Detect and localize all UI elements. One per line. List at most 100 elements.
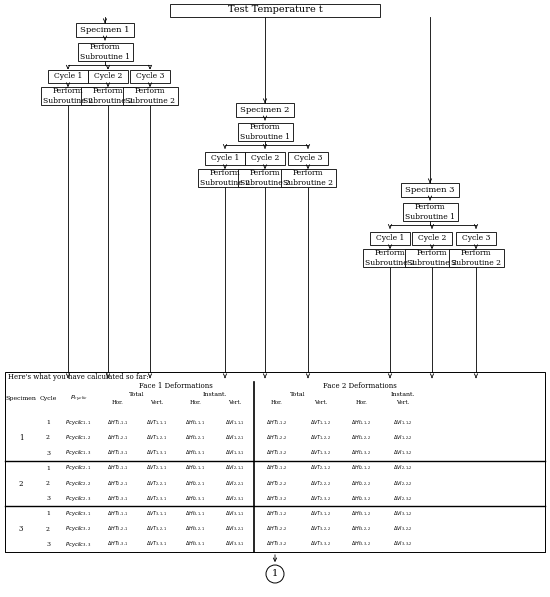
Text: $\Delta HT_{1,1,2}$: $\Delta HT_{1,1,2}$ bbox=[266, 418, 288, 427]
Text: $\Delta HI_{1,1,2}$: $\Delta HI_{1,1,2}$ bbox=[351, 418, 372, 427]
Text: $Pcyclic_{3,3}$: $Pcyclic_{3,3}$ bbox=[65, 540, 92, 549]
Text: Vert.: Vert. bbox=[396, 401, 409, 405]
Bar bbox=[170, 4, 380, 17]
Text: $\Delta VT_{2,1,1}$: $\Delta VT_{2,1,1}$ bbox=[146, 464, 167, 472]
Text: $Pcyclic_{3,1}$: $Pcyclic_{3,1}$ bbox=[65, 510, 91, 518]
Text: $\Delta HI_{1,3,1}$: $\Delta HI_{1,3,1}$ bbox=[185, 449, 206, 457]
Text: $\Delta VT_{1,2,2}$: $\Delta VT_{1,2,2}$ bbox=[310, 434, 331, 442]
Text: $\Delta HI_{2,1,2}$: $\Delta HI_{2,1,2}$ bbox=[351, 464, 372, 472]
Text: Hor.: Hor. bbox=[112, 401, 123, 405]
Text: $\Delta VT_{1,2,1}$: $\Delta VT_{1,2,1}$ bbox=[146, 434, 167, 442]
Text: Face 2 Deformations: Face 2 Deformations bbox=[323, 383, 397, 390]
Text: $\Delta HI_{1,2,1}$: $\Delta HI_{1,2,1}$ bbox=[185, 434, 206, 442]
Text: 1: 1 bbox=[46, 466, 50, 471]
Text: $\Delta HI_{3,3,2}$: $\Delta HI_{3,3,2}$ bbox=[351, 540, 372, 549]
Text: $\Delta HI_{3,2,2}$: $\Delta HI_{3,2,2}$ bbox=[351, 525, 372, 533]
Text: $Pcyclic_{1,3}$: $Pcyclic_{1,3}$ bbox=[65, 449, 92, 457]
Text: 2: 2 bbox=[46, 527, 50, 532]
Text: $\Delta VT_{3,3,1}$: $\Delta VT_{3,3,1}$ bbox=[146, 540, 167, 549]
Text: $\Delta VT_{3,2,1}$: $\Delta VT_{3,2,1}$ bbox=[146, 525, 167, 533]
Text: $\Delta VT_{1,3,1}$: $\Delta VT_{1,3,1}$ bbox=[146, 449, 167, 457]
Bar bbox=[48, 69, 88, 82]
Text: $\Delta HT_{2,1,1}$: $\Delta HT_{2,1,1}$ bbox=[107, 464, 128, 472]
Bar bbox=[448, 249, 503, 267]
Text: Perform
Subroutine 2: Perform Subroutine 2 bbox=[83, 87, 133, 104]
Text: Perform
Subroutine 2: Perform Subroutine 2 bbox=[451, 250, 501, 267]
Text: 1: 1 bbox=[46, 420, 50, 425]
Text: $\Delta VT_{2,2,1}$: $\Delta VT_{2,2,1}$ bbox=[146, 479, 167, 488]
Bar bbox=[362, 249, 417, 267]
Text: 2: 2 bbox=[46, 481, 50, 486]
Text: $\Delta VI_{1,3,2}$: $\Delta VI_{1,3,2}$ bbox=[393, 449, 412, 457]
Bar bbox=[5, 372, 545, 552]
Bar bbox=[88, 69, 128, 82]
Text: $Pcyclic_{2,2}$: $Pcyclic_{2,2}$ bbox=[65, 479, 91, 488]
Text: $\Delta VI_{1,2,2}$: $\Delta VI_{1,2,2}$ bbox=[393, 434, 412, 442]
Text: $\Delta VT_{2,3,1}$: $\Delta VT_{2,3,1}$ bbox=[146, 495, 167, 503]
Text: $\Delta VI_{1,2,1}$: $\Delta VI_{1,2,1}$ bbox=[224, 434, 244, 442]
Text: $\Delta VT_{3,2,2}$: $\Delta VT_{3,2,2}$ bbox=[310, 525, 331, 533]
Text: Vert.: Vert. bbox=[314, 401, 327, 405]
Text: Cycle 3: Cycle 3 bbox=[462, 234, 490, 242]
Text: $\Delta HI_{2,1,1}$: $\Delta HI_{2,1,1}$ bbox=[185, 464, 206, 472]
Text: Cycle 1: Cycle 1 bbox=[211, 154, 239, 162]
Text: $\Delta HI_{2,3,2}$: $\Delta HI_{2,3,2}$ bbox=[351, 495, 372, 503]
Text: $\Delta HT_{1,3,1}$: $\Delta HT_{1,3,1}$ bbox=[107, 449, 128, 457]
Text: $\Delta VT_{3,3,2}$: $\Delta VT_{3,3,2}$ bbox=[310, 540, 331, 549]
Bar bbox=[41, 87, 96, 105]
Text: Total: Total bbox=[290, 392, 305, 398]
Bar bbox=[370, 232, 410, 245]
Bar bbox=[238, 123, 293, 141]
Text: Total: Total bbox=[129, 392, 145, 398]
Text: $\Delta HT_{1,1,1}$: $\Delta HT_{1,1,1}$ bbox=[107, 418, 128, 427]
Bar bbox=[197, 169, 252, 187]
Text: Specimen 2: Specimen 2 bbox=[240, 106, 290, 114]
Text: $\Delta VI_{2,2,1}$: $\Delta VI_{2,2,1}$ bbox=[224, 479, 244, 488]
Text: $\Delta HI_{2,3,1}$: $\Delta HI_{2,3,1}$ bbox=[185, 495, 206, 503]
Text: 3: 3 bbox=[19, 525, 23, 533]
Text: Perform
Subroutine 2: Perform Subroutine 2 bbox=[407, 250, 457, 267]
Text: Perform
Subroutine 2: Perform Subroutine 2 bbox=[240, 170, 290, 187]
Text: $\Delta VI_{3,3,1}$: $\Delta VI_{3,3,1}$ bbox=[224, 540, 244, 549]
Text: Perform
Subroutine 2: Perform Subroutine 2 bbox=[365, 250, 415, 267]
Bar bbox=[288, 152, 328, 165]
Text: $\Delta VT_{2,1,2}$: $\Delta VT_{2,1,2}$ bbox=[310, 464, 331, 472]
Text: $\Delta VT_{1,1,2}$: $\Delta VT_{1,1,2}$ bbox=[310, 418, 331, 427]
Text: Hor.: Hor. bbox=[190, 401, 201, 405]
Text: Cycle 1: Cycle 1 bbox=[54, 72, 82, 80]
Text: $\Delta HI_{3,2,1}$: $\Delta HI_{3,2,1}$ bbox=[185, 525, 206, 533]
Text: 1: 1 bbox=[272, 570, 278, 578]
Text: Perform
Subroutine 2: Perform Subroutine 2 bbox=[283, 170, 333, 187]
Bar bbox=[236, 103, 294, 117]
Text: $Pcyclic_{2,1}$: $Pcyclic_{2,1}$ bbox=[65, 464, 91, 472]
Text: $\Delta HI_{3,3,1}$: $\Delta HI_{3,3,1}$ bbox=[185, 540, 206, 549]
Bar bbox=[205, 152, 245, 165]
Text: Perform
Subroutine 1: Perform Subroutine 1 bbox=[405, 204, 455, 221]
Circle shape bbox=[266, 565, 284, 583]
Text: Instant.: Instant. bbox=[203, 392, 227, 398]
Text: $\Delta HT_{3,3,1}$: $\Delta HT_{3,3,1}$ bbox=[107, 540, 128, 549]
Text: 3: 3 bbox=[46, 496, 50, 501]
Bar bbox=[123, 87, 178, 105]
Text: Perform
Subroutine 2: Perform Subroutine 2 bbox=[43, 87, 93, 104]
Text: Perform
Subroutine 2: Perform Subroutine 2 bbox=[125, 87, 175, 104]
Text: $\Delta HT_{2,1,2}$: $\Delta HT_{2,1,2}$ bbox=[266, 464, 288, 472]
Bar bbox=[130, 69, 170, 82]
Text: $\Delta VT_{3,1,1}$: $\Delta VT_{3,1,1}$ bbox=[146, 510, 167, 518]
Bar bbox=[245, 152, 285, 165]
Text: $\Delta HI_{1,3,2}$: $\Delta HI_{1,3,2}$ bbox=[351, 449, 372, 457]
Bar bbox=[412, 232, 452, 245]
Text: $\Delta VT_{1,1,1}$: $\Delta VT_{1,1,1}$ bbox=[146, 418, 167, 427]
Text: Specimen 3: Specimen 3 bbox=[405, 186, 455, 194]
Bar bbox=[401, 183, 459, 197]
Text: $\Delta VI_{2,2,2}$: $\Delta VI_{2,2,2}$ bbox=[393, 479, 412, 488]
Text: Specimen: Specimen bbox=[6, 396, 36, 401]
Text: $\Delta HI_{1,1,1}$: $\Delta HI_{1,1,1}$ bbox=[185, 418, 206, 427]
Text: $\Delta HT_{3,1,2}$: $\Delta HT_{3,1,2}$ bbox=[266, 510, 288, 518]
Text: $\Delta VI_{2,3,2}$: $\Delta VI_{2,3,2}$ bbox=[393, 495, 412, 503]
Text: $\Delta HT_{3,3,2}$: $\Delta HT_{3,3,2}$ bbox=[266, 540, 288, 549]
Text: $\Delta VI_{2,3,1}$: $\Delta VI_{2,3,1}$ bbox=[224, 495, 244, 503]
Text: 2: 2 bbox=[19, 479, 23, 488]
Bar bbox=[238, 169, 293, 187]
Text: Cycle 3: Cycle 3 bbox=[136, 72, 164, 80]
